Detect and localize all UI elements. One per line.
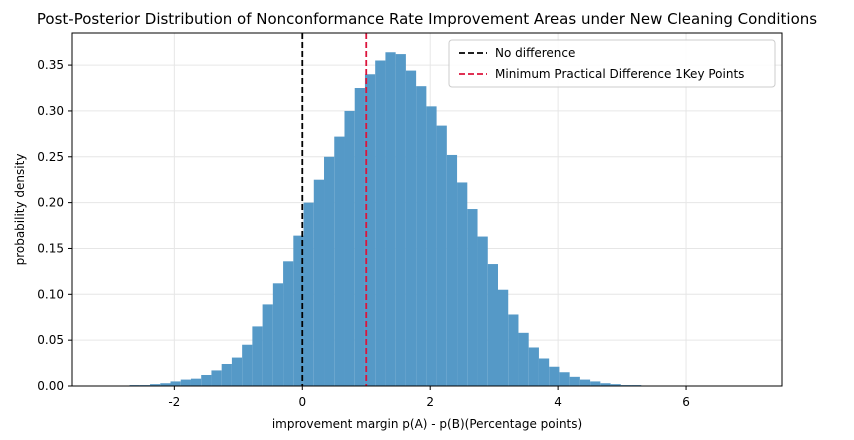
histogram-bar xyxy=(272,283,284,386)
histogram-bar xyxy=(211,370,222,386)
y-axis-ticks: 0.00 0.05 0.10 0.15 0.20 0.25 0.30 0.35 xyxy=(37,58,72,393)
histogram-bar xyxy=(344,110,355,387)
histogram-bar xyxy=(375,60,386,386)
histogram-bar xyxy=(446,154,458,386)
histogram-bar xyxy=(610,384,621,386)
histogram-bar xyxy=(395,54,406,386)
histogram-bar xyxy=(559,372,570,386)
histogram-bar xyxy=(180,379,191,386)
histogram-bar xyxy=(416,86,427,386)
legend-label: Minimum Practical Difference 1Key Points xyxy=(495,67,744,81)
histogram-bar xyxy=(150,384,161,386)
x-axis-ticks: -2 0 2 4 6 xyxy=(168,386,690,409)
y-tick-label: 0.10 xyxy=(37,287,64,301)
x-tick-label: 4 xyxy=(554,395,562,409)
y-axis-label: probability density xyxy=(13,154,27,266)
y-tick-label: 0.30 xyxy=(37,104,64,118)
histogram-bar xyxy=(579,379,591,386)
histogram-bar xyxy=(313,179,325,386)
y-tick-label: 0.15 xyxy=(37,241,64,255)
histogram-bar xyxy=(190,378,202,386)
y-tick-label: 0.25 xyxy=(37,150,64,164)
histogram-bar xyxy=(477,236,488,386)
legend: No difference Minimum Practical Differenc… xyxy=(448,39,776,88)
x-tick-label: -2 xyxy=(168,395,180,409)
histogram-bar xyxy=(508,314,519,386)
histogram-bar xyxy=(538,358,550,386)
x-axis-label: improvement margin p(A) - p(B)(Percentag… xyxy=(272,417,582,431)
histogram-bar xyxy=(262,304,273,386)
x-tick-label: 0 xyxy=(298,395,306,409)
histogram-bar xyxy=(283,261,294,386)
histogram-bar xyxy=(498,289,509,386)
y-tick-label: 0.35 xyxy=(37,58,64,72)
histogram-bar xyxy=(569,376,580,386)
histogram-bar xyxy=(293,235,304,386)
histogram-bar xyxy=(303,202,314,386)
histogram-bar xyxy=(364,74,376,387)
chart-title: Post-Posterior Distribution of Nonconfor… xyxy=(37,10,817,28)
histogram-bar xyxy=(405,70,417,386)
histogram-bar xyxy=(324,156,335,386)
x-tick-label: 6 xyxy=(682,395,690,409)
y-tick-label: 0.00 xyxy=(37,379,64,393)
histogram-bar xyxy=(354,88,365,386)
reference-lines xyxy=(301,33,368,386)
histogram-bar xyxy=(170,381,181,386)
y-tick-label: 0.05 xyxy=(37,333,64,347)
histogram-bar xyxy=(231,357,243,386)
histogram-bar xyxy=(252,326,263,386)
x-tick-label: 2 xyxy=(426,395,434,409)
histogram-bar xyxy=(201,374,212,386)
histogram-bar xyxy=(457,182,468,386)
histogram-bar xyxy=(549,366,560,386)
histogram-bar xyxy=(436,125,447,386)
histogram-bar xyxy=(221,363,232,386)
histogram-bar xyxy=(385,52,396,386)
histogram-bar xyxy=(528,347,539,386)
histogram-bar xyxy=(334,136,345,386)
histogram-bars xyxy=(129,52,703,387)
histogram-bar xyxy=(600,383,611,386)
legend-box xyxy=(448,39,776,88)
legend-label: No difference xyxy=(495,46,575,60)
histogram-bar xyxy=(467,209,478,386)
histogram-bar xyxy=(590,381,601,386)
y-tick-label: 0.20 xyxy=(37,196,64,210)
histogram-bar xyxy=(518,332,529,386)
histogram-bar xyxy=(426,106,437,386)
histogram-bar xyxy=(160,383,171,386)
histogram-bar xyxy=(487,264,498,386)
histogram-bar xyxy=(242,344,253,386)
plot-frame xyxy=(71,32,783,387)
